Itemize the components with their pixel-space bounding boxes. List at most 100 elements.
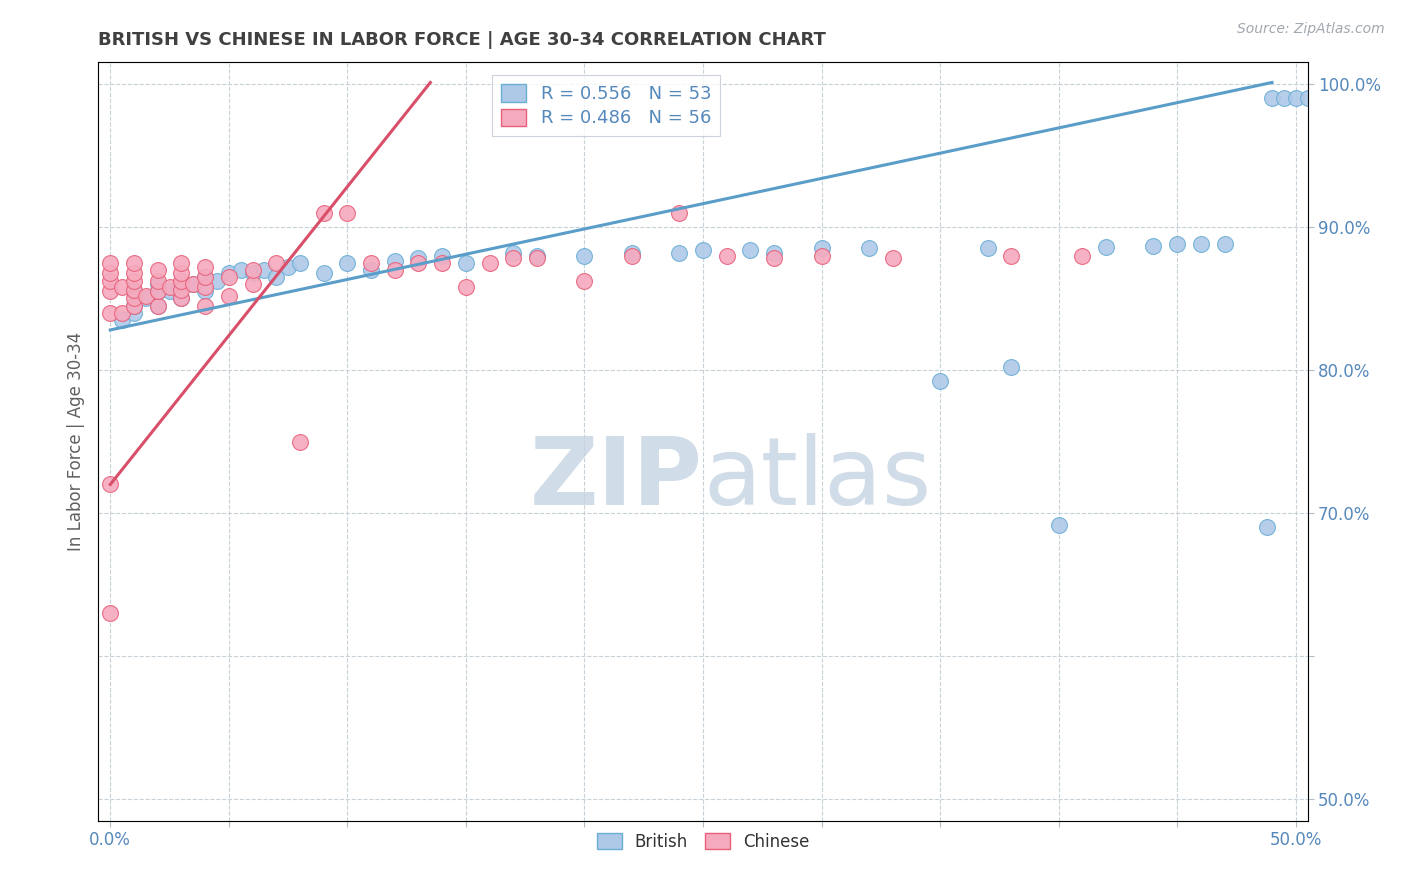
Point [882,252,904,266]
Point [574,249,596,263]
Point [502,252,524,266]
Point [229,263,252,277]
Point [692,243,714,257]
Point [194,270,217,285]
Point [170,274,193,288]
Point [194,270,217,285]
Point [181,277,204,292]
Point [408,252,430,266]
Point [1142,238,1164,252]
Point [502,245,524,260]
Point [432,256,454,270]
Point [1213,237,1236,252]
Point [98,274,121,288]
Point [432,249,454,263]
Point [264,256,287,270]
Point [1256,520,1278,534]
Point [1000,249,1022,263]
Point [135,288,157,302]
Point [122,292,145,306]
Point [384,254,406,268]
Point [478,256,501,270]
Point [170,266,193,280]
Point [122,306,145,320]
Point [170,283,193,297]
Point [288,256,311,270]
Point [1166,237,1188,252]
Point [146,274,169,288]
Point [146,263,169,277]
Point [242,263,264,277]
Point [242,277,264,292]
Point [454,256,477,270]
Point [122,266,145,280]
Point [111,306,134,320]
Point [122,274,145,288]
Point [526,249,548,263]
Point [620,249,643,263]
Point [454,280,477,294]
Point [122,283,145,297]
Point [740,243,762,257]
Point [858,241,880,255]
Point [360,263,382,277]
Point [1071,249,1094,263]
Point [98,606,121,620]
Text: BRITISH VS CHINESE IN LABOR FORCE | AGE 30-34 CORRELATION CHART: BRITISH VS CHINESE IN LABOR FORCE | AGE … [98,31,827,49]
Point [976,241,998,255]
Point [122,299,145,313]
Point [194,280,217,294]
Point [1261,91,1284,105]
Point [146,277,169,292]
Point [98,285,121,299]
Point [312,266,335,280]
Point [763,252,786,266]
Point [1189,237,1212,252]
Point [111,280,134,294]
Point [336,256,359,270]
Point [218,288,240,302]
Point [98,256,121,270]
Point [159,280,181,294]
Point [277,260,299,274]
Point [253,263,276,277]
Point [170,292,193,306]
Point [763,245,786,260]
Point [159,285,181,299]
Point [194,299,217,313]
Point [1047,517,1070,532]
Point [716,249,738,263]
Point [98,477,121,491]
Text: atlas: atlas [703,434,931,525]
Point [170,280,193,294]
Point [574,274,596,288]
Point [929,375,952,389]
Point [242,266,264,280]
Text: Source: ZipAtlas.com: Source: ZipAtlas.com [1237,22,1385,37]
Point [98,306,121,320]
Point [170,256,193,270]
Point [122,299,145,313]
Point [384,263,406,277]
Text: ZIP: ZIP [530,434,703,525]
Point [218,266,240,280]
Point [122,285,145,299]
Point [360,256,382,270]
Point [181,277,204,292]
Point [1272,91,1295,105]
Point [1285,91,1308,105]
Point [194,285,217,299]
Point [146,299,169,313]
Point [146,285,169,299]
Point [170,292,193,306]
Point [205,274,228,288]
Point [1000,360,1022,375]
Point [288,434,311,449]
Point [810,249,832,263]
Point [194,260,217,274]
Point [98,266,121,280]
Legend: British, Chinese: British, Chinese [591,827,815,858]
Point [122,256,145,270]
Point [111,313,134,327]
Point [810,241,832,255]
